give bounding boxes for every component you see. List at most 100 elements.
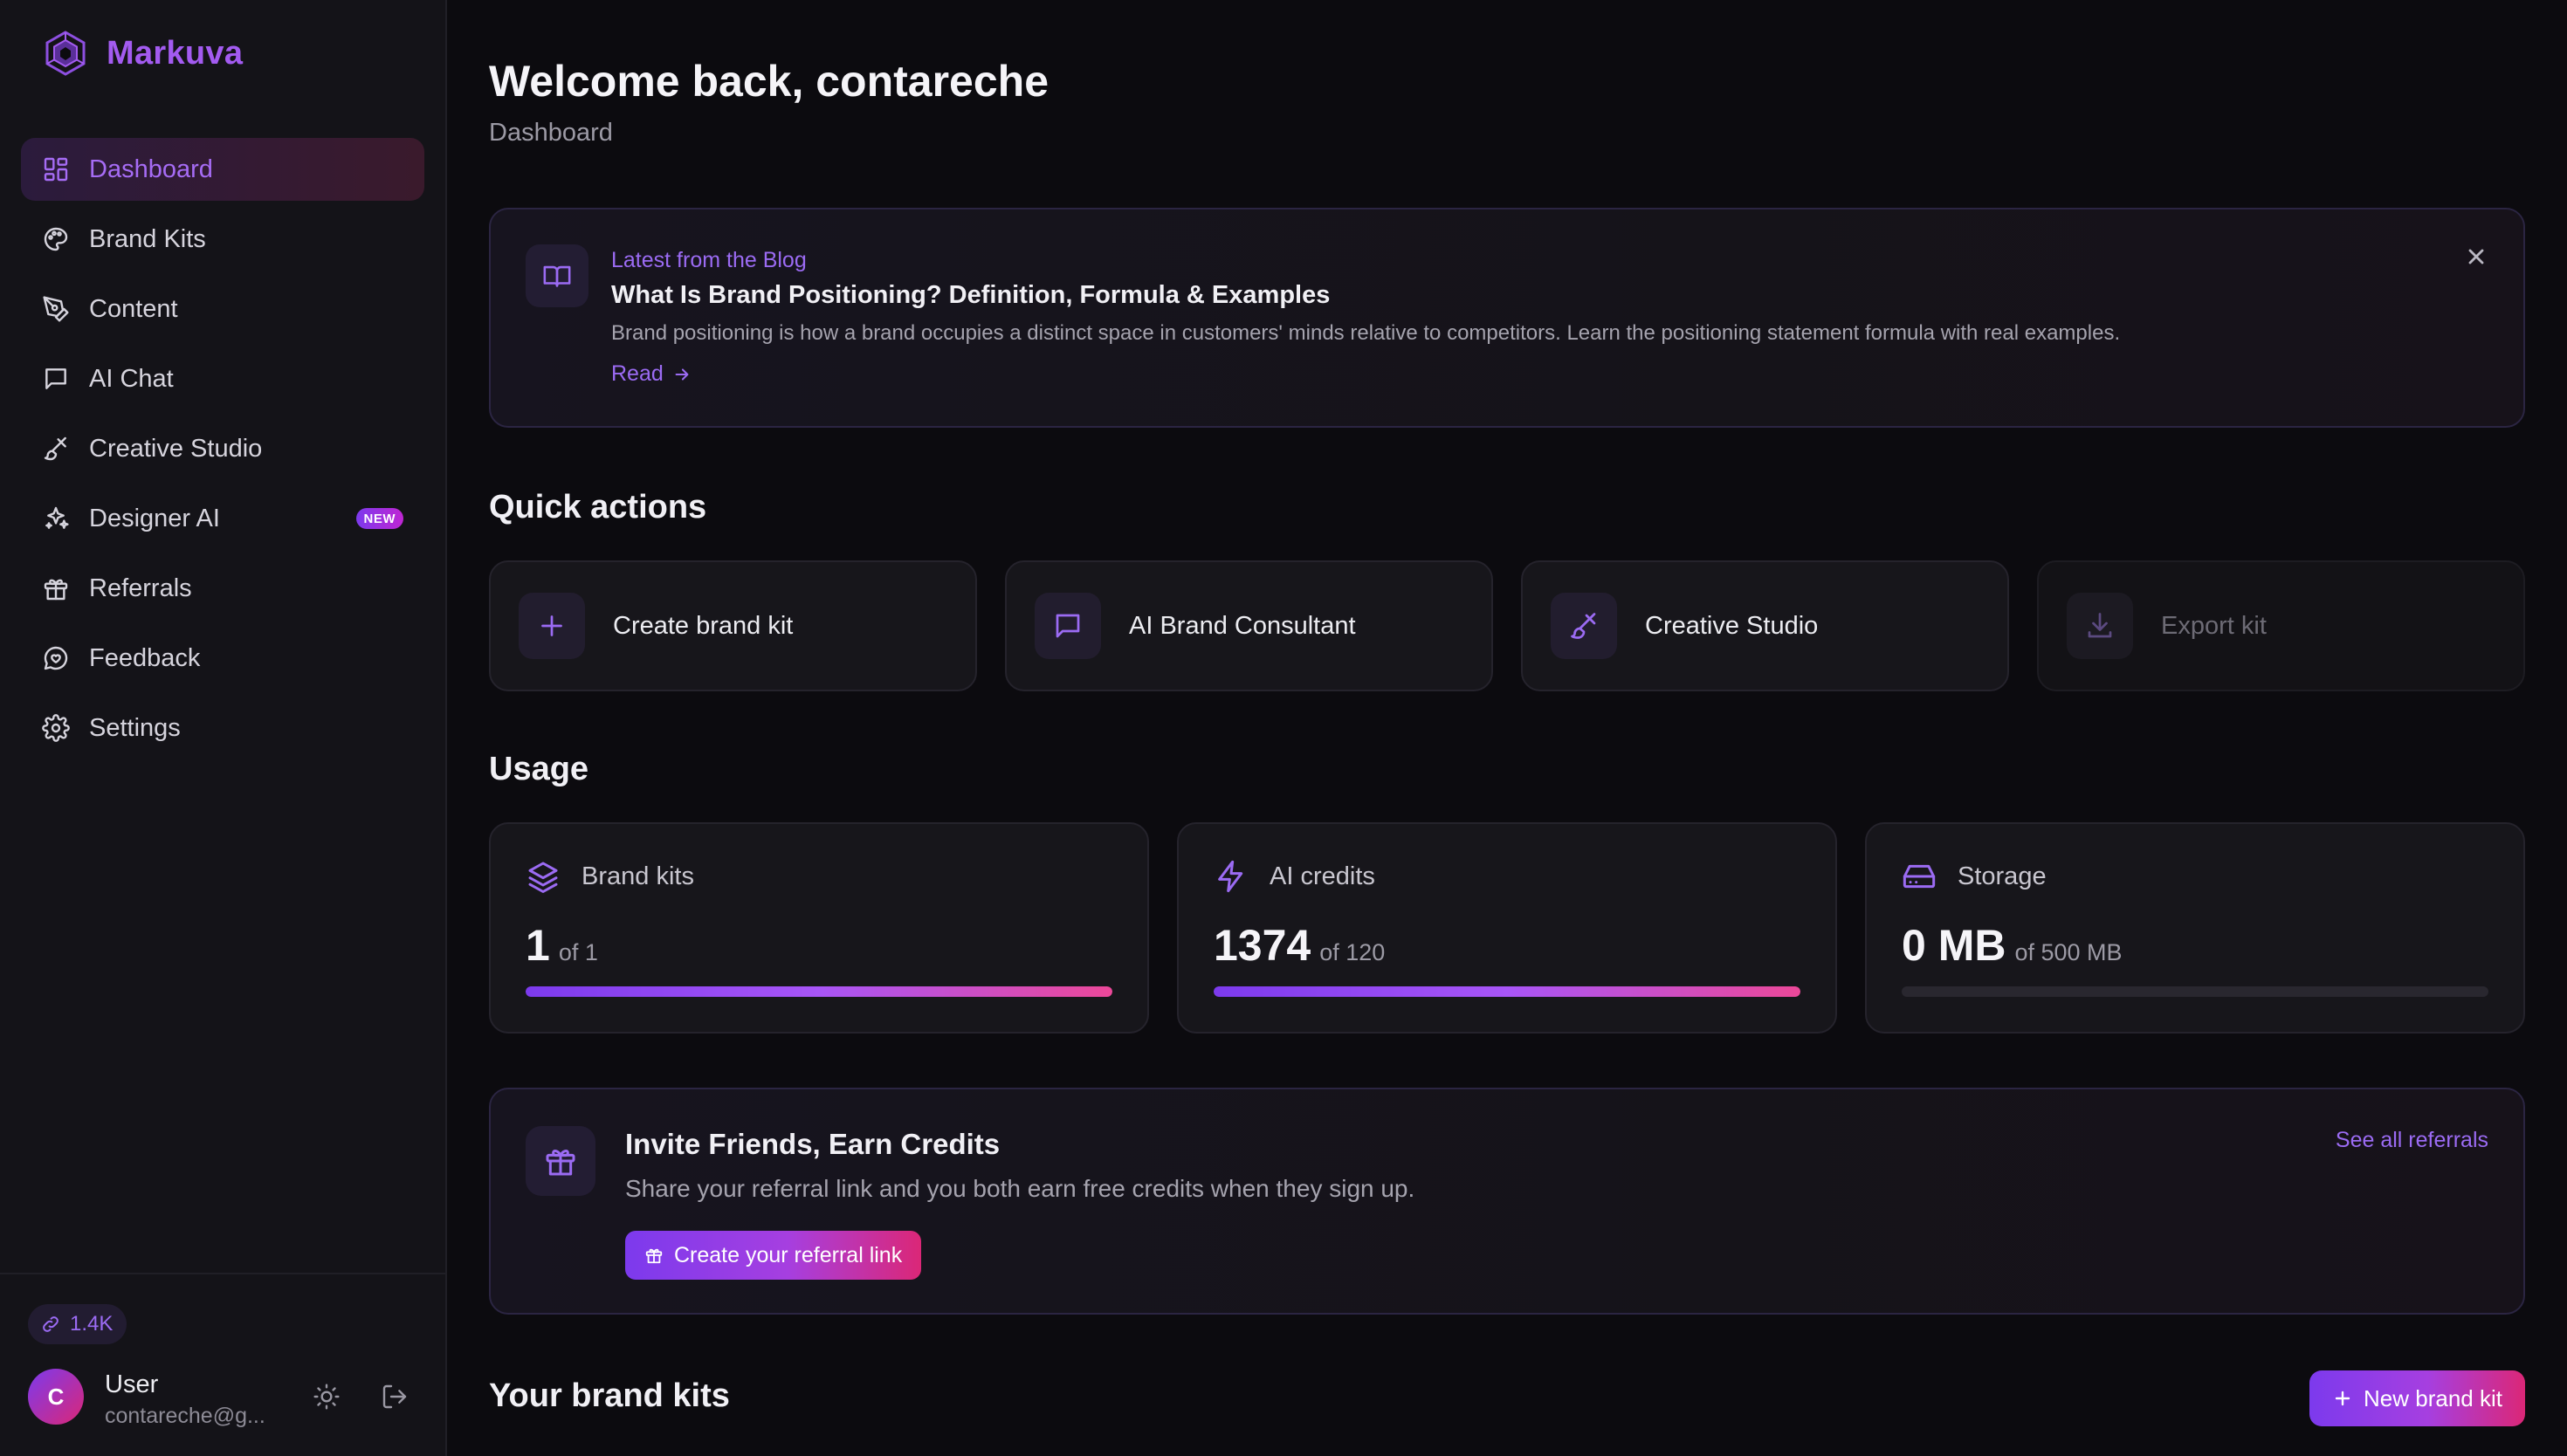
sidebar-item-label: AI Chat <box>89 364 174 393</box>
chat-icon <box>1035 593 1101 659</box>
sidebar-item-content[interactable]: Content <box>21 278 424 340</box>
quick-action-label: Creative Studio <box>1645 611 1819 640</box>
logo-icon <box>45 31 86 76</box>
button-label: Create your referral link <box>674 1242 903 1267</box>
read-label: Read <box>611 361 664 386</box>
creative-studio-button[interactable]: Creative Studio <box>1521 560 2009 691</box>
close-icon <box>2468 249 2484 264</box>
brand-kits-title: Your brand kits <box>489 1377 730 1414</box>
download-icon <box>2067 593 2133 659</box>
gift-icon <box>42 574 70 602</box>
create-referral-link-button[interactable]: Create your referral link <box>625 1231 922 1280</box>
quick-action-label: Create brand kit <box>613 611 794 640</box>
arrow-right-icon <box>675 367 689 381</box>
book-icon <box>526 244 588 307</box>
ai-brand-consultant-button[interactable]: AI Brand Consultant <box>1005 560 1493 691</box>
sun-icon <box>313 1384 340 1410</box>
chat-icon <box>42 365 70 393</box>
usage-value: 0 MB <box>1902 921 2006 970</box>
create-brand-kit-button[interactable]: Create brand kit <box>489 560 977 691</box>
sidebar-footer: 1.4K C User contareche@g... <box>0 1273 445 1456</box>
sidebar-item-label: Dashboard <box>89 155 213 183</box>
invite-card: Invite Friends, Earn Credits Share your … <box>489 1088 2525 1315</box>
sidebar-item-label: Settings <box>89 713 181 742</box>
invite-description: Share your referral link and you both ea… <box>625 1175 1415 1202</box>
close-banner-button[interactable] <box>2459 239 2494 274</box>
blog-description: Brand positioning is how a brand occupie… <box>611 321 2121 345</box>
blog-kicker: Latest from the Blog <box>611 248 807 272</box>
sidebar-item-feedback[interactable]: Feedback <box>21 627 424 690</box>
logout-button[interactable] <box>379 1381 410 1412</box>
sidebar-item-label: Creative Studio <box>89 434 263 463</box>
brand-logo[interactable]: Markuva <box>42 30 243 77</box>
usage-progress-fill <box>526 986 1112 997</box>
brand-name: Markuva <box>107 34 244 72</box>
export-kit-button[interactable]: Export kit <box>2037 560 2525 691</box>
user-email: contareche@g... <box>105 1404 265 1428</box>
theme-toggle-button[interactable] <box>311 1381 342 1412</box>
new-badge: NEW <box>355 508 403 529</box>
palette-icon <box>42 225 70 253</box>
quick-actions-title: Quick actions <box>489 489 707 525</box>
blog-title[interactable]: What Is Brand Positioning? Definition, F… <box>611 281 1331 309</box>
blog-banner: Latest from the Blog What Is Brand Posit… <box>489 208 2525 428</box>
lightning-icon <box>1218 860 1243 893</box>
hard-drive-icon <box>1903 864 1936 889</box>
page-title: Welcome back, contareche <box>489 57 1050 106</box>
feedback-icon <box>42 644 70 672</box>
usage-label: Storage <box>1958 862 2047 890</box>
sidebar-item-ai-chat[interactable]: AI Chat <box>21 347 424 410</box>
sidebar-item-designer-ai[interactable]: Designer AI NEW <box>21 487 424 550</box>
page-subtitle: Dashboard <box>489 119 613 147</box>
usage-stats: Brand kits 1 of 1 AI credits 1374 of 120 <box>489 822 2525 1034</box>
usage-progress-fill <box>1214 986 1800 997</box>
blog-read-link[interactable]: Read <box>611 361 692 387</box>
gift-icon <box>526 1126 595 1196</box>
usage-limit: of 120 <box>1319 939 1386 965</box>
sidebar-item-label: Content <box>89 294 178 323</box>
sidebar-item-brand-kits[interactable]: Brand Kits <box>21 208 424 271</box>
usage-card-ai-credits: AI credits 1374 of 120 <box>1177 822 1837 1034</box>
usage-card-brand-kits: Brand kits 1 of 1 <box>489 822 1149 1034</box>
brush-icon <box>1551 593 1617 659</box>
sidebar-item-settings[interactable]: Settings <box>21 697 424 759</box>
button-label: New brand kit <box>2364 1384 2502 1411</box>
sidebar-item-label: Designer AI <box>89 504 220 532</box>
see-all-referrals-link[interactable]: See all referrals <box>2335 1128 2488 1152</box>
sidebar-item-label: Feedback <box>89 643 201 672</box>
quick-action-label: AI Brand Consultant <box>1129 611 1356 640</box>
gear-icon <box>42 714 70 742</box>
sidebar-nav: Dashboard Brand Kits Content AI Chat Cre… <box>21 138 424 766</box>
layers-icon <box>528 862 558 893</box>
plus-icon <box>519 593 585 659</box>
credits-pill[interactable]: 1.4K <box>28 1304 127 1344</box>
usage-value: 1 <box>526 921 550 970</box>
sidebar: Markuva Dashboard Brand Kits Content AI … <box>0 0 447 1456</box>
sparkles-icon <box>42 505 70 532</box>
quick-action-label: Export kit <box>2161 611 2267 640</box>
usage-progress-bar <box>526 986 1112 997</box>
usage-limit: of 500 MB <box>2014 939 2123 965</box>
pen-tool-icon <box>42 295 70 323</box>
usage-card-storage: Storage 0 MB of 500 MB <box>1865 822 2525 1034</box>
sidebar-item-creative-studio[interactable]: Creative Studio <box>21 417 424 480</box>
sidebar-item-label: Referrals <box>89 573 192 602</box>
credits-count: 1.4K <box>70 1312 114 1336</box>
new-brand-kit-button[interactable]: New brand kit <box>2309 1370 2525 1426</box>
logout-icon <box>382 1384 407 1409</box>
usage-label: AI credits <box>1270 862 1375 890</box>
usage-title: Usage <box>489 751 589 787</box>
avatar[interactable]: C <box>28 1369 84 1425</box>
usage-label: Brand kits <box>582 862 694 890</box>
plus-icon <box>2335 1391 2350 1406</box>
link-icon <box>43 1316 58 1332</box>
dashboard-icon <box>42 155 70 183</box>
usage-progress-bar <box>1214 986 1800 997</box>
invite-title: Invite Friends, Earn Credits <box>625 1128 1001 1160</box>
gift-icon <box>645 1248 663 1264</box>
quick-actions: Create brand kit AI Brand Consultant Cre… <box>489 560 2525 691</box>
sidebar-item-dashboard[interactable]: Dashboard <box>21 138 424 201</box>
sidebar-item-referrals[interactable]: Referrals <box>21 557 424 620</box>
sidebar-item-label: Brand Kits <box>89 224 206 253</box>
user-name: User <box>105 1370 159 1398</box>
